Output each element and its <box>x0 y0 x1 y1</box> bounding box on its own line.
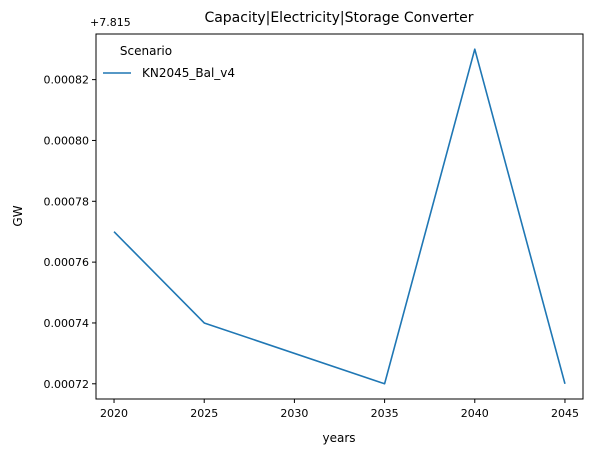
x-tick-label: 2045 <box>551 407 579 420</box>
y-tick-label: 0.00076 <box>44 256 90 269</box>
y-tick-label: 0.00082 <box>44 74 90 87</box>
x-axis-label: years <box>322 431 355 445</box>
legend-title: Scenario <box>120 44 172 58</box>
x-tick-label: 2020 <box>100 407 128 420</box>
x-tick-label: 2030 <box>280 407 308 420</box>
y-tick-label: 0.00080 <box>44 134 90 147</box>
legend: Scenario KN2045_Bal_v4 <box>103 44 235 80</box>
y-tick-label: 0.00078 <box>44 195 90 208</box>
y-offset-label: +7.815 <box>90 16 131 29</box>
y-tick-label: 0.00074 <box>44 317 90 330</box>
y-axis: 0.00072 0.00074 0.00076 0.00078 0.00080 0.000… <box>44 74 96 391</box>
series-layer <box>113 48 566 385</box>
y-tick-label: 0.00072 <box>44 378 90 391</box>
x-axis: 2020 2025 2030 2035 2040 2045 <box>100 399 579 420</box>
x-tick-label: 2025 <box>190 407 218 420</box>
plot-area <box>95 33 584 400</box>
chart-title: Capacity|Electricity|Storage Converter <box>204 10 473 26</box>
legend-entry-label: KN2045_Bal_v4 <box>142 66 235 80</box>
x-tick-label: 2035 <box>371 407 399 420</box>
series-line <box>113 48 566 385</box>
y-axis-label: GW <box>11 205 25 226</box>
x-tick-label: 2040 <box>461 407 489 420</box>
